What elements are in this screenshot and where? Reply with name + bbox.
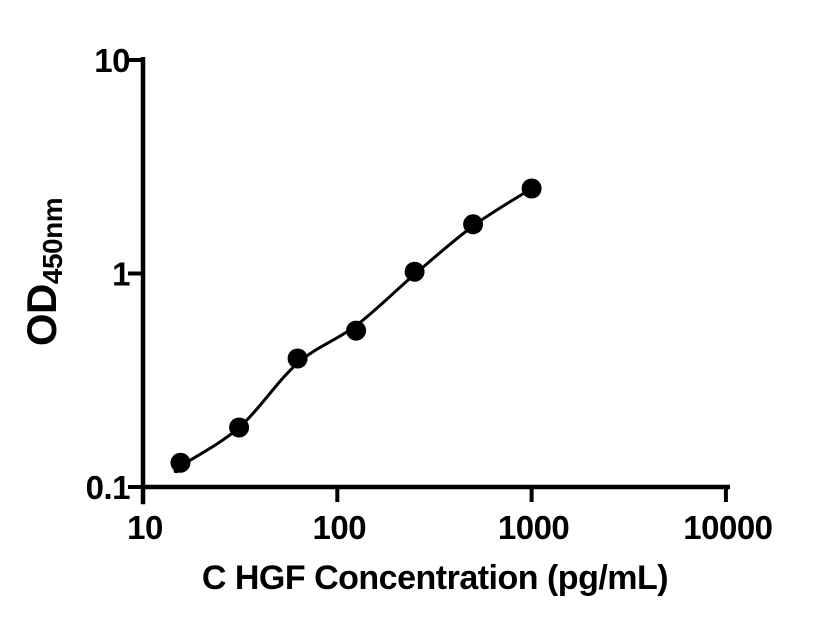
axes (140, 57, 730, 505)
data-point (346, 320, 367, 341)
data-point (287, 348, 308, 369)
data-point (229, 417, 250, 438)
y-tick-label: 10 (94, 42, 130, 79)
x-tick-label: 10000 (683, 509, 772, 546)
y-axis-title-subscript: 450nm (37, 198, 68, 284)
y-tick-label: 0.1 (86, 469, 131, 506)
axis-ticks (128, 58, 728, 502)
y-axis-title-main: OD (18, 284, 65, 346)
x-tick-label: 100 (313, 509, 367, 546)
y-tick-label: 1 (112, 256, 130, 293)
x-tick-label: 1000 (498, 509, 569, 546)
data-series (170, 178, 542, 474)
x-axis-title: C HGF Concentration (pg/mL) (202, 559, 668, 597)
data-point (521, 178, 542, 199)
data-point (404, 261, 425, 282)
y-axis-title: OD450nm (18, 198, 68, 346)
data-point (170, 452, 191, 473)
x-tick-label: 10 (127, 509, 163, 546)
data-point (463, 214, 484, 235)
